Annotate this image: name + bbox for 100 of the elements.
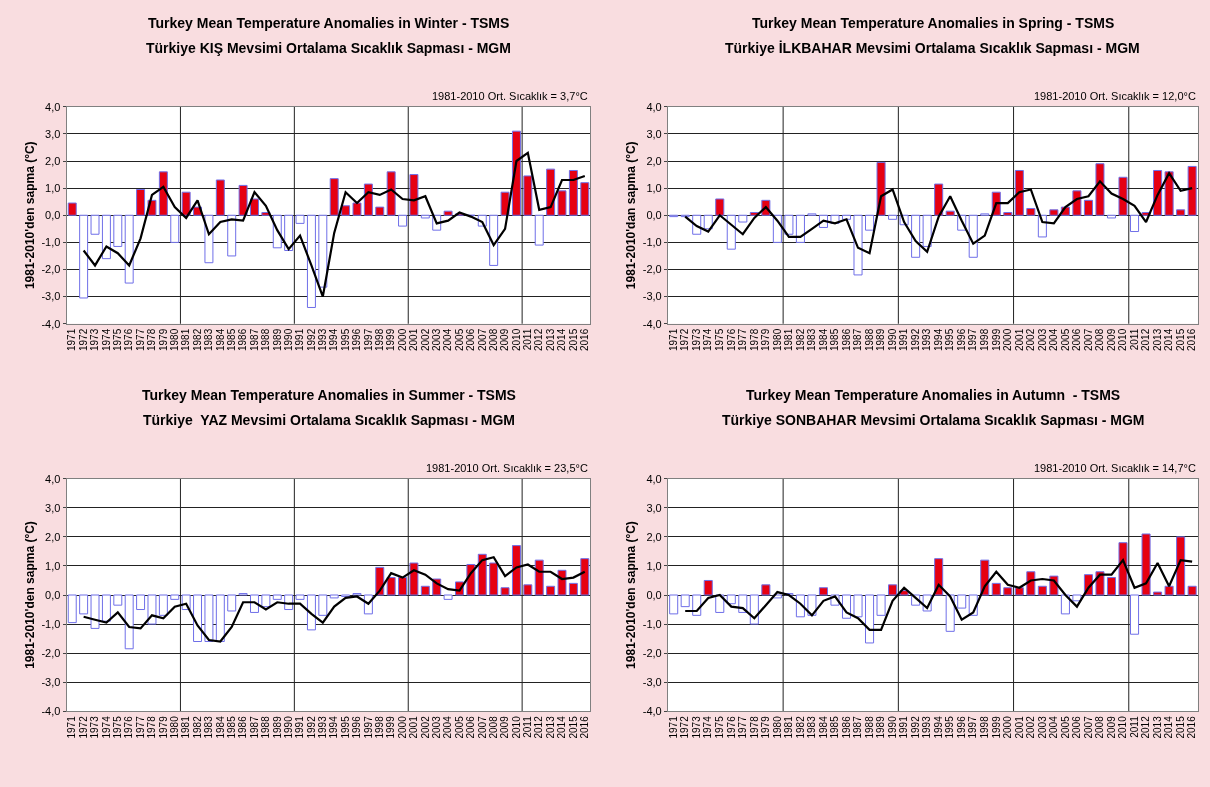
x-tick-label: 1993 [317,328,329,351]
x-tick-label: 2004 [1048,715,1060,739]
x-tick-label: 1987 [248,715,260,739]
x-tick-label: 2007 [476,328,488,351]
x-tick-label: 1993 [317,715,329,739]
x-tick-label: 1980 [169,715,180,739]
x-tick-label: 1988 [863,715,875,739]
x-tick-label: 2007 [1082,715,1094,739]
x-tick-label: 1976 [123,328,135,351]
x-tick-label: 1979 [157,328,169,351]
y-tick-label: -3,0 [642,676,662,689]
x-tick-label: 2010 [1117,715,1129,739]
y-tick-label: 1,0 [45,181,61,194]
x-tick-label: 1995 [944,328,956,351]
y-tick-label: -3,0 [41,290,61,303]
x-tick-label: 1993 [921,328,933,351]
x-tick-label: 1980 [771,715,783,739]
x-tick-label: 1985 [225,328,237,351]
x-tick-label: 2000 [1002,328,1014,351]
x-tick-label: 1972 [679,328,691,351]
x-tick-label: 1991 [294,328,306,351]
x-tick-label: 2012 [1140,328,1152,351]
x-tick-label: 1993 [921,715,933,739]
x-tick-label: 2015 [1174,715,1186,739]
x-tick-label: 1982 [794,328,806,351]
x-tick-label: 1982 [191,328,203,351]
y-tick-label: -4,0 [41,705,61,718]
x-tick-label: 1979 [760,715,772,739]
x-tick-label: 1981 [180,715,192,739]
x-tick-label: 2013 [544,715,556,739]
x-tick-label: 1974 [100,715,112,739]
x-tick-label: 1974 [702,715,714,739]
x-tick-label: 1989 [875,328,887,351]
x-tick-label: 2000 [396,715,408,739]
x-tick-label: 1992 [305,328,317,351]
x-tick-label: 1987 [852,328,864,351]
x-tick-label: 1997 [362,328,374,351]
x-tick-label: 1979 [157,715,169,739]
y-tick-label: 4,0 [45,100,61,113]
x-tick-label: 1987 [248,328,260,351]
y-axis-title: 1981-2010'den sapma (°C) [22,521,37,669]
y-tick-label: -1,0 [41,617,61,630]
x-tick-label: 1976 [725,715,737,739]
x-tick-label: 2003 [430,715,442,739]
x-tick-label: 1997 [967,328,979,351]
x-tick-label: 1977 [737,328,749,351]
x-tick-label: 1974 [702,328,714,351]
y-tick-label: 4,0 [646,100,662,113]
x-tick-label: 2008 [1094,715,1106,739]
x-tick-label: 1986 [840,328,852,351]
x-tick-label: 2002 [419,328,431,351]
x-tick-label: 2003 [1036,328,1048,351]
x-tick-label: 2008 [487,715,499,739]
y-axis-title: 1981-2010'den sapma (°C) [22,141,37,290]
y-tick-label: 2,0 [646,154,662,167]
x-tick-label: 2016 [579,328,591,351]
x-tick-label: 1982 [191,715,203,739]
x-tick-label: 2005 [453,328,465,351]
x-tick-label: 1980 [771,328,783,351]
x-tick-label: 2016 [1186,715,1198,739]
x-tick-label: 1994 [932,715,944,739]
x-tick-label: 1984 [214,328,226,351]
x-tick-label: 2005 [1059,328,1071,351]
x-tick-label: 2010 [510,715,522,739]
x-tick-label: 1980 [169,328,180,351]
chart-title: Turkey Mean Temperature Anomalies in Winter - TSMS [148,15,510,31]
y-tick-label: -2,0 [642,646,662,659]
x-tick-label: 1996 [351,715,363,739]
chart-title: Turkey Mean Temperature Anomalies in Spring - TSMS [752,15,1115,31]
x-tick-label: 1991 [898,715,910,739]
y-tick-label: 1,0 [646,181,662,194]
x-tick-label: 1977 [737,715,749,739]
chart-title: Turkey Mean Temperature Anomalies in Summer - TSMS [142,387,516,403]
x-tick-label: 1995 [339,715,351,739]
x-tick-label: 1972 [77,328,89,351]
y-axis-title: 1981-2010'den sapma (°C) [624,521,639,669]
x-tick-label: 1996 [351,328,363,351]
y-tick-label: 3,0 [646,501,662,514]
x-tick-label: 2005 [1059,715,1071,739]
x-tick-label: 2002 [1025,715,1037,739]
x-tick-label: 2004 [442,715,454,739]
x-tick-label: 2012 [1140,715,1152,739]
x-tick-label: 1975 [714,328,726,351]
x-tick-label: 1999 [385,715,397,739]
x-tick-label: 1975 [112,328,124,351]
y-tick-label: 0,0 [646,209,662,222]
text: 1981-2010 Ort. Sıcaklık = 12,0°C [1034,90,1196,102]
x-tick-label: 1986 [237,328,249,351]
x-tick-label: 1997 [362,715,374,739]
x-tick-label: 2009 [1105,328,1117,351]
x-tick-label: 2014 [556,715,568,739]
x-tick-label: 1992 [909,715,921,739]
x-tick-label: 1978 [146,715,158,739]
x-tick-label: 2006 [1071,715,1083,739]
x-tick-label: 1983 [806,715,818,739]
chart-subtitle: Türkiye SONBAHAR Mevsimi Ortalama Sıcaklık Sapması - MGM [722,412,1145,428]
x-tick-label: 1991 [294,715,306,739]
y-tick-label: -2,0 [41,646,61,659]
x-tick-label: 2001 [1013,328,1025,351]
x-tick-label: 1973 [89,715,101,739]
